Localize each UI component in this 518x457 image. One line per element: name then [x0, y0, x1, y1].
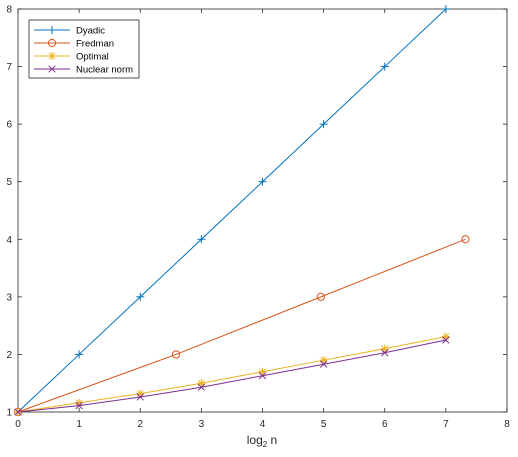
data-point-dyadic: [136, 292, 145, 301]
legend: Dyadic Fredman Optimal Nuclear norm: [28, 19, 140, 79]
series-line-optimal: [17, 336, 446, 413]
data-point-nuclear-norm: [75, 402, 83, 410]
legend-label: Fredman: [76, 39, 114, 50]
legend-entry-dyadic: Dyadic: [34, 26, 105, 37]
legend-entry-optimal: Optimal: [34, 52, 109, 63]
y-tick-label: 7: [6, 62, 12, 73]
legend-marker: [47, 38, 57, 48]
x-axis-label: log2 n: [247, 433, 277, 449]
data-point-nuclear-norm: [197, 383, 206, 391]
y-tick-label: 4: [6, 235, 12, 246]
x-tick-label: 1: [76, 419, 82, 430]
series-line-nuclear-norm: [17, 339, 446, 413]
data-point-dyadic: [197, 235, 206, 244]
x-tick-label: 2: [137, 419, 143, 430]
x-axis-label-main: log: [247, 433, 263, 447]
data-point-optimal: [258, 367, 267, 376]
x-axis-label-subscript: 2: [263, 440, 268, 449]
data-point-fredman: [461, 235, 470, 244]
y-tick-label: 2: [6, 350, 12, 361]
series-layer: [13, 5, 470, 417]
data-point-fredman: [316, 292, 325, 301]
data-point-dyadic: [319, 120, 328, 129]
data-point-nuclear-norm: [381, 349, 389, 357]
data-point-nuclear-norm: [14, 408, 22, 416]
legend-label: Dyadic: [76, 26, 105, 37]
legend-marker: [48, 52, 56, 60]
series-line-dyadic: [17, 8, 447, 413]
legend-label: Nuclear norm: [76, 65, 133, 76]
data-point-nuclear-norm: [136, 393, 144, 401]
x-tick-label: 6: [382, 419, 388, 430]
data-point-dyadic: [380, 62, 389, 71]
x-tick-label: 5: [321, 419, 327, 430]
data-point-dyadic: [258, 177, 267, 186]
data-point-nuclear-norm: [442, 336, 450, 344]
y-tick-label: 1: [6, 408, 12, 419]
x-tick-label: 4: [260, 419, 266, 430]
data-point-optimal: [319, 356, 328, 365]
data-point-optimal: [197, 379, 206, 388]
x-tick-label: 3: [199, 419, 205, 430]
y-tick-label: 5: [6, 177, 12, 188]
series-line-fredman: [17, 238, 466, 413]
legend-label: Optimal: [76, 52, 109, 63]
x-tick-label: 7: [443, 419, 449, 430]
data-point-dyadic: [441, 5, 450, 13]
x-tick-label: 0: [15, 419, 21, 430]
data-point-optimal: [380, 344, 389, 353]
y-tick-label: 3: [6, 292, 12, 303]
series-nuclear-norm: [14, 336, 450, 416]
data-point-dyadic: [75, 350, 84, 359]
x-tick-label: 8: [504, 419, 510, 430]
data-point-nuclear-norm: [258, 372, 267, 380]
y-tick-label: 6: [6, 120, 12, 131]
legend-marker: [48, 26, 56, 34]
legend-entry-nuclear-norm: Nuclear norm: [34, 65, 133, 76]
x-axis-label-suffix: n: [267, 433, 277, 447]
legend-marker: [48, 65, 56, 73]
data-point-nuclear-norm: [319, 360, 328, 368]
legend-entry-fredman: Fredman: [34, 39, 114, 50]
y-tick-label: 8: [6, 5, 12, 16]
data-point-fredman: [171, 350, 181, 359]
